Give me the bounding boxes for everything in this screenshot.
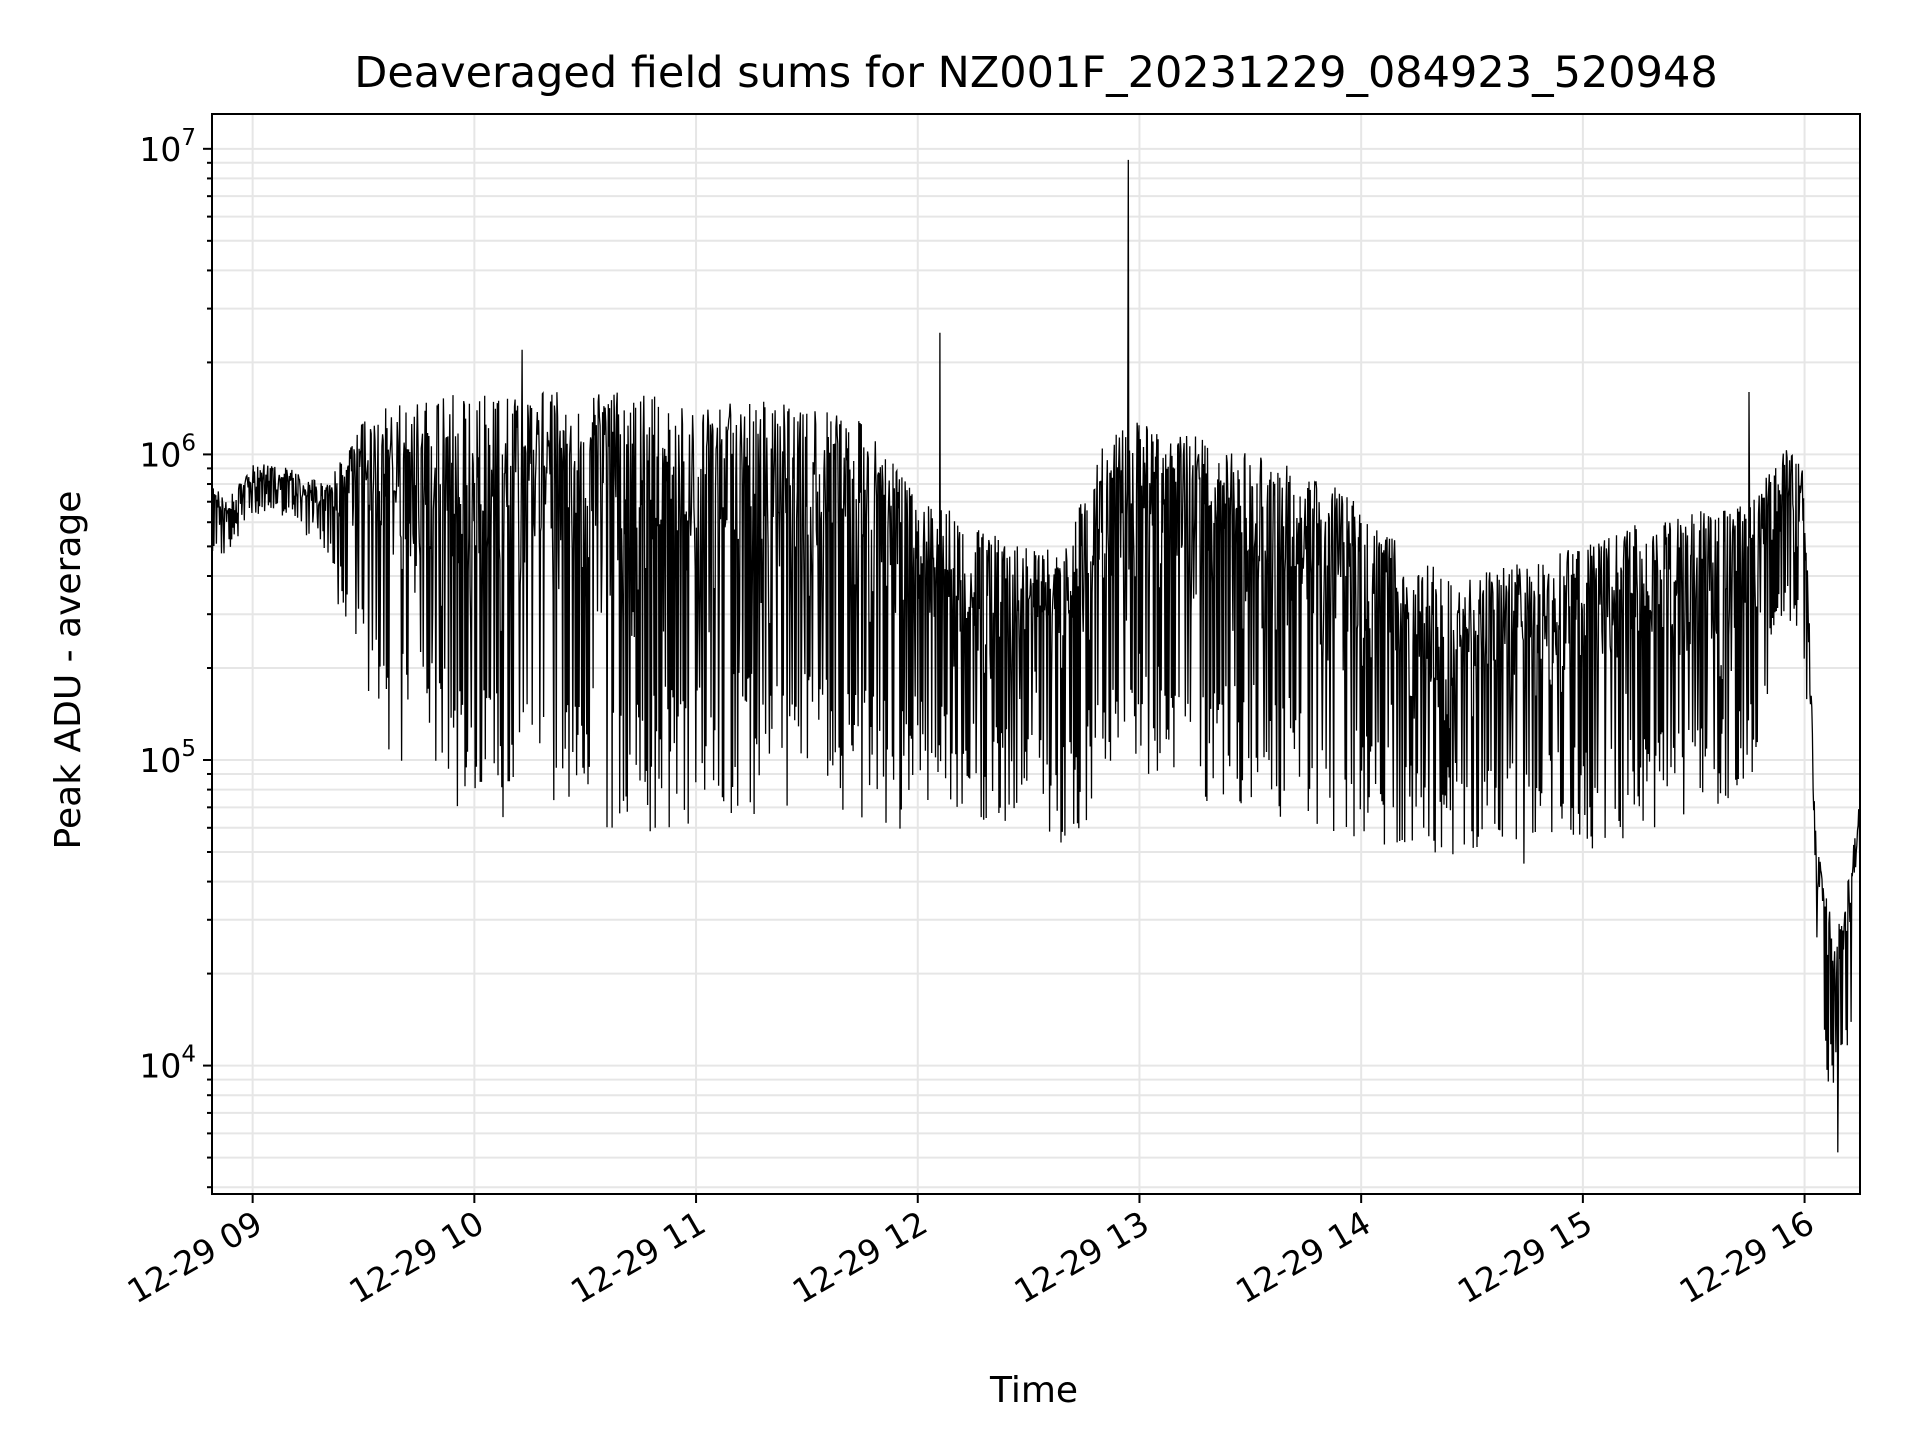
x-tick-label: 12-29 13 [1007,1203,1155,1311]
x-tick-label: 12-29 15 [1451,1203,1599,1311]
x-tick-label: 12-29 12 [786,1203,934,1311]
y-tick-label: 106 [139,430,196,474]
y-tick-label: 105 [139,736,196,780]
y-tick-label: 107 [139,125,196,169]
y-axis-label: Peak ADU - average [48,491,89,850]
y-tick-base: 10 [139,435,181,474]
y-tick-base: 10 [139,130,181,169]
y-tick-exponent: 5 [181,736,196,762]
x-tick-label: 12-29 09 [121,1203,269,1311]
x-tick-label: 12-29 16 [1673,1203,1821,1311]
y-tick-base: 10 [139,741,181,780]
data-layer [211,159,1861,1153]
y-tick-exponent: 6 [181,430,196,456]
chart-title: Deaveraged field sums for NZ001F_2023122… [354,48,1718,98]
y-tick-exponent: 7 [181,125,196,151]
series-line [211,159,1861,1153]
y-tick-exponent: 4 [181,1042,196,1068]
plot-frame [211,113,1861,1195]
ticks [203,147,1806,1203]
y-tick-base: 10 [139,1047,181,1086]
x-tick-label: 12-29 11 [564,1203,712,1311]
x-axis-label: Time [989,1370,1078,1411]
x-tick-label: 12-29 10 [342,1203,490,1311]
x-tick-label: 12-29 14 [1229,1203,1377,1311]
y-tick-label: 104 [139,1042,196,1086]
